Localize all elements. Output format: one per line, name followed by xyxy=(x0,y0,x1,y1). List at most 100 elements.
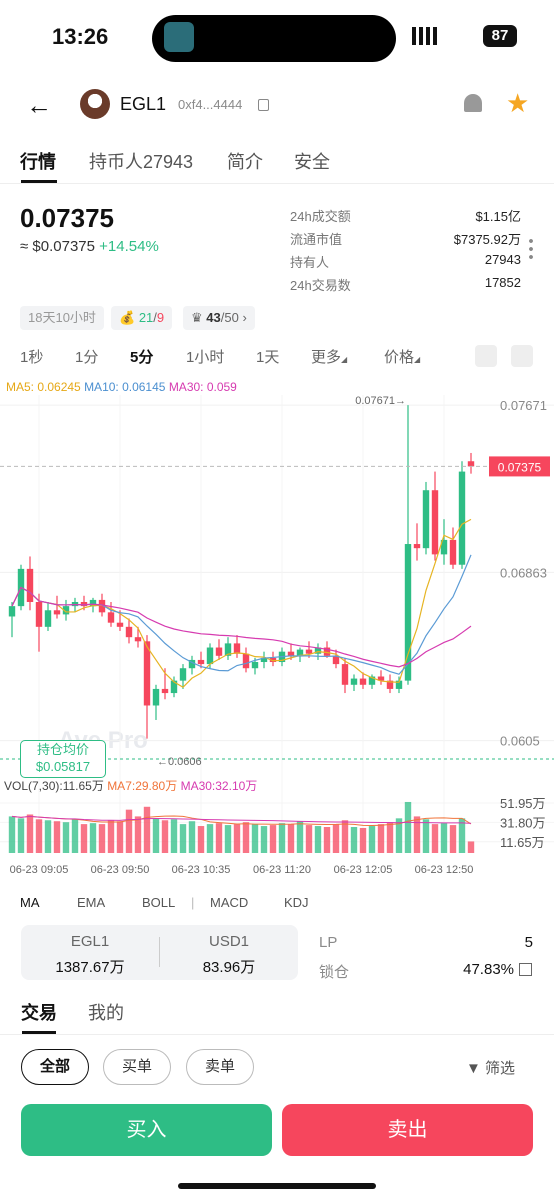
candle xyxy=(125,618,133,644)
vol-ma30: MA30:32.10万 xyxy=(180,779,258,793)
tab[interactable]: 持币人27943 xyxy=(89,152,194,172)
volume-bar xyxy=(44,820,52,853)
candle xyxy=(359,672,367,689)
x-tick-label: 06-23 11:20 xyxy=(253,864,311,876)
volume-bar xyxy=(35,819,43,853)
separator: | xyxy=(191,895,195,910)
candle xyxy=(170,676,178,698)
volume-bar xyxy=(341,820,349,853)
candle xyxy=(233,635,241,658)
candle-body xyxy=(206,647,214,665)
age-chip: 18天10小时 xyxy=(20,306,104,330)
volume-bar xyxy=(242,822,250,853)
candle xyxy=(395,676,403,694)
token-symbol: EGL1 xyxy=(120,94,167,114)
candle-body xyxy=(467,461,475,467)
volume-bar xyxy=(89,823,97,853)
candle xyxy=(143,635,151,739)
caret: ◢ xyxy=(341,355,348,364)
indicator[interactable]: MA xyxy=(20,895,40,910)
filter-pill[interactable]: 卖单 xyxy=(186,1049,254,1085)
candle xyxy=(62,599,70,621)
candle xyxy=(404,405,412,685)
price-usd: ≈ $0.07375 +14.54% xyxy=(20,238,159,255)
trade-tab[interactable]: 我的 xyxy=(88,1003,124,1023)
tool-icon[interactable] xyxy=(475,345,497,367)
interval[interactable]: 1秒 xyxy=(20,349,44,366)
star-icon[interactable]: ★ xyxy=(506,88,530,118)
interval[interactable]: 价格◢ xyxy=(384,349,421,366)
token-address[interactable]: 0xf4...4444 xyxy=(178,97,243,112)
candle xyxy=(413,523,421,561)
tab[interactable]: 行情 xyxy=(20,152,56,172)
volume-bar xyxy=(98,824,106,853)
candle xyxy=(368,674,376,689)
filter-pill[interactable]: 全部 xyxy=(21,1049,89,1085)
volume-bar xyxy=(449,825,457,853)
filter-button[interactable]: ▼ 筛选 xyxy=(466,1060,516,1077)
settings-icon[interactable] xyxy=(511,345,533,367)
filter-pill[interactable]: 买单 xyxy=(103,1049,171,1085)
candle-body xyxy=(323,647,331,656)
candle xyxy=(449,527,457,569)
volume-bar xyxy=(170,819,178,853)
volume-bar xyxy=(233,824,241,853)
volume-bar xyxy=(305,825,313,853)
sell-button[interactable]: 卖出 xyxy=(282,1104,533,1156)
token-avatar xyxy=(80,89,110,119)
base: EGL1 xyxy=(70,933,110,950)
volume-bar xyxy=(350,827,358,853)
candle-body xyxy=(233,643,241,654)
volume-bar xyxy=(62,822,70,853)
external-icon[interactable] xyxy=(519,963,532,976)
indicator[interactable]: MACD xyxy=(210,895,249,910)
copy-icon[interactable] xyxy=(258,99,269,111)
candle-body xyxy=(89,599,97,607)
candle xyxy=(440,519,448,565)
avg-cost[interactable]: 持仓均价 $0.05817 xyxy=(20,740,106,778)
quote: USD1 xyxy=(208,933,249,950)
tab[interactable]: 简介 xyxy=(227,152,263,172)
interval[interactable]: 更多◢ xyxy=(311,349,348,366)
interval[interactable]: 1分 xyxy=(75,349,99,366)
top-chip[interactable]: ♛ 43/50 › xyxy=(183,306,255,330)
volume-bar xyxy=(323,827,331,853)
candle-body xyxy=(242,653,250,669)
island-art xyxy=(164,22,194,52)
candle-body xyxy=(53,610,61,615)
price: 0.07375 xyxy=(20,203,114,233)
interval[interactable]: 1天 xyxy=(256,349,280,366)
y-tick-label: 0.0605 xyxy=(500,734,540,749)
volume-bar xyxy=(143,806,151,853)
candle-body xyxy=(26,568,34,602)
volume-bar xyxy=(116,821,124,853)
clock: 13:26 xyxy=(52,24,109,49)
sniper-chip[interactable]: 💰 21/9 xyxy=(111,306,173,330)
more-icon[interactable] xyxy=(529,237,533,259)
candle-body xyxy=(332,655,340,665)
buy-button[interactable]: 买入 xyxy=(21,1104,272,1156)
candle-body xyxy=(152,688,160,706)
trade-tab[interactable]: 交易 xyxy=(21,1003,57,1023)
back-button[interactable]: ← xyxy=(26,90,52,120)
interval[interactable]: 5分 xyxy=(130,349,154,366)
volume-bar xyxy=(125,809,133,853)
tab[interactable]: 安全 xyxy=(294,152,330,172)
filter-text: 筛选 xyxy=(485,1060,516,1077)
volume-bar xyxy=(179,824,187,853)
candle-body xyxy=(134,637,142,642)
battery: 87 xyxy=(483,25,517,47)
indicator[interactable]: EMA xyxy=(77,895,106,910)
candle-body xyxy=(296,649,304,656)
candle-body xyxy=(350,678,358,685)
volume-bar xyxy=(107,820,115,853)
indicator[interactable]: BOLL xyxy=(142,895,176,910)
ma30: MA30: 0.059 xyxy=(168,380,237,394)
volume-bar xyxy=(188,821,196,853)
indicator[interactable]: KDJ xyxy=(284,895,309,910)
candle-body xyxy=(458,471,466,565)
candle xyxy=(350,674,358,691)
bell-icon[interactable] xyxy=(464,94,482,112)
interval[interactable]: 1小时 xyxy=(186,349,225,366)
